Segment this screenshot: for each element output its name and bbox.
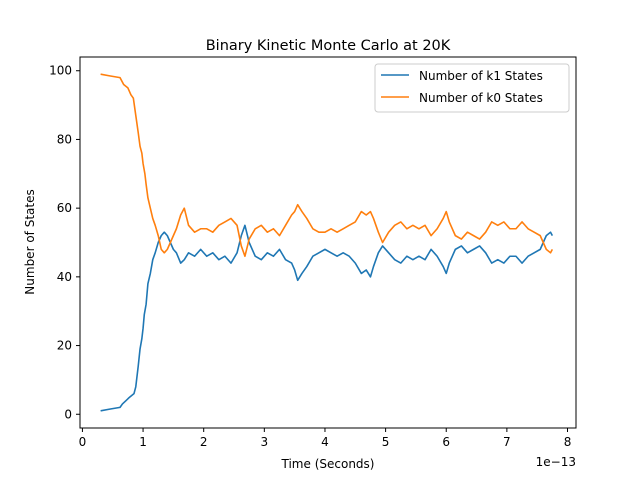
x-offset-label: 1e−13 — [536, 455, 576, 469]
y-tick-label: 60 — [57, 201, 72, 215]
x-axis: 0 1 2 3 4 5 6 7 8 — [79, 428, 572, 449]
x-tick-label: 6 — [442, 435, 450, 449]
x-tick-label: 4 — [321, 435, 329, 449]
legend-label-k1: Number of k1 States — [419, 69, 543, 83]
x-tick-label: 2 — [200, 435, 208, 449]
x-axis-label: Time (Seconds) — [281, 457, 375, 471]
y-tick-label: 100 — [49, 64, 72, 78]
series-layer — [100, 73, 554, 412]
y-axis-label: Number of States — [23, 189, 37, 294]
x-tick-label: 3 — [261, 435, 269, 449]
y-axis: 0 20 40 60 80 100 — [49, 64, 80, 421]
x-tick-label: 1 — [139, 435, 147, 449]
plot-frame — [79, 56, 577, 429]
series-line-k1 — [100, 224, 554, 412]
plot-area — [79, 56, 577, 429]
x-tick-label: 7 — [503, 435, 511, 449]
y-tick-label: 0 — [64, 407, 72, 421]
y-tick-label: 40 — [57, 270, 72, 284]
legend-box — [374, 63, 570, 113]
y-tick-label: 80 — [57, 132, 72, 146]
chart-title: Binary Kinetic Monte Carlo at 20K — [206, 38, 451, 54]
y-tick-label: 20 — [57, 339, 72, 353]
x-tick-label: 5 — [382, 435, 390, 449]
x-tick-label: 0 — [79, 435, 87, 449]
x-tick-label: 8 — [564, 435, 572, 449]
legend-label-k0: Number of k0 States — [419, 91, 543, 105]
series-line-k0 — [100, 73, 554, 258]
legend: Number of k1 States Number of k0 States — [374, 63, 570, 113]
